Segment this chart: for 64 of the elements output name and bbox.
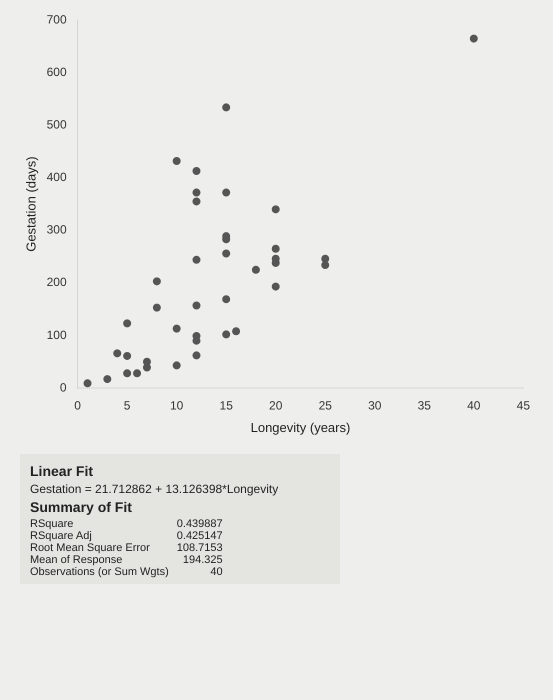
point [192,167,200,175]
y-tick-label: 200 [46,275,67,290]
point [470,34,478,43]
x-tick-label: 10 [170,398,184,413]
text: Root Mean Square Error [30,542,151,554]
point [172,324,181,333]
point [192,351,200,360]
point [84,379,92,388]
point [222,249,230,258]
text: RSquare Adj [30,530,93,542]
point [103,375,112,384]
point [172,157,181,166]
point [272,282,280,291]
x-tick-label: 20 [269,398,283,413]
x-tick-label: 30 [368,398,382,413]
text: Mean of Response [30,554,124,566]
point [192,188,200,197]
text: 0.439887 [176,518,224,530]
y-axis-title: Gestation (days) [23,156,38,252]
point [192,302,200,310]
point [192,256,200,264]
point [222,330,230,338]
x-tick-label: 40 [467,398,481,413]
point [222,188,230,197]
point [222,295,230,304]
text: Linear Fit [30,463,94,479]
y-tick-label: 600 [46,65,67,80]
point [222,103,230,112]
point [123,369,132,378]
point [152,304,161,312]
x-tick-label: 0 [74,398,82,413]
y-tick-label: 700 [46,12,67,27]
text: 40 [209,566,224,578]
x-tick-label: 45 [516,398,530,413]
y-tick-label: 400 [46,170,67,184]
text: Summary of Fit [30,499,133,515]
x-tick-label: 25 [318,398,332,413]
x-axis-title: Longevity (years) [250,420,350,435]
text: 0.425147 [176,530,224,542]
point [272,244,280,253]
point [321,261,330,270]
point [272,205,280,214]
point [113,349,122,358]
point [133,369,142,378]
text: 194.325 [182,554,224,566]
x-tick-label: 15 [220,398,234,413]
text: Observations (or Sum Wgts) [30,566,170,578]
point [252,266,260,274]
point [172,361,181,370]
point [321,254,330,263]
point [152,277,161,286]
x-tick-label: 35 [418,398,432,413]
point [123,352,132,360]
point [123,319,132,328]
y-tick-label: 300 [46,222,67,237]
y-tick-label: 100 [46,328,67,342]
y-tick-label: 0 [60,380,67,394]
point [192,197,200,206]
point [232,327,240,336]
text: RSquare [30,518,74,530]
text: Gestation = 21.712862 + 13.126398*Longevity [30,482,280,496]
text: 108.7153 [176,542,224,554]
y-tick-label: 500 [46,118,67,132]
x-tick-label: 5 [124,398,131,413]
